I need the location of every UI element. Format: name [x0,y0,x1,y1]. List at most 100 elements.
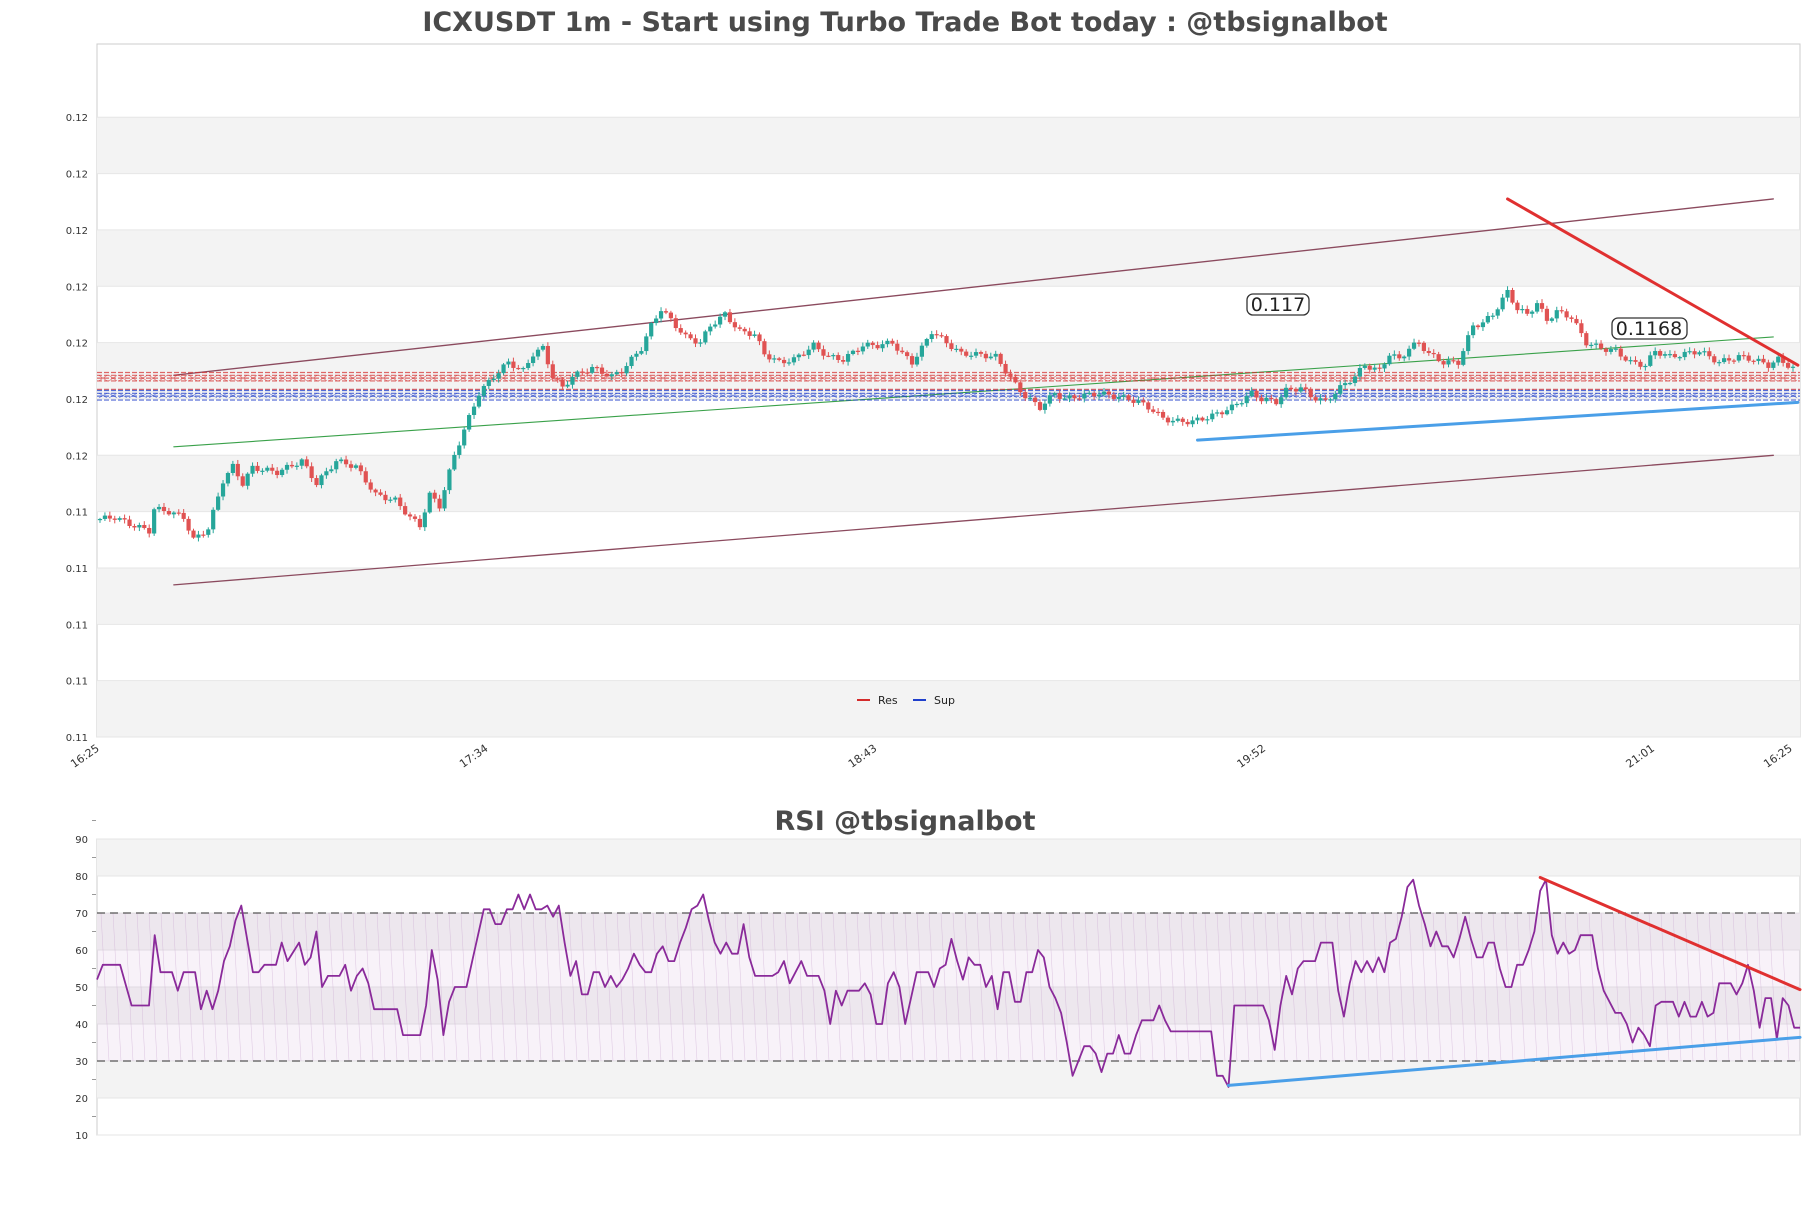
resistance-zone-hatch [1468,375,1478,382]
rsi-zone-hatch [1312,912,1322,1062]
candle-body [639,351,644,354]
candle-body [279,469,285,476]
resistance-zone-hatch [938,375,948,382]
candle-body [1229,404,1235,411]
rsi-zone-hatch [724,912,734,1062]
rsi-band [97,987,1800,1024]
resistance-zone-hatch [1188,375,1198,382]
resistance-zone-hatch [648,375,658,382]
resistance-zone-hatch [1278,375,1288,382]
rsi-zone-hatch [604,912,614,1062]
resistance-zone-hatch [1698,375,1708,382]
candle-body [521,367,526,370]
support-zone-hatch [648,393,658,399]
rsi-zone-hatch [292,912,302,1062]
candle-body [250,465,255,474]
resistance-zone-hatch [988,375,998,382]
resistance-zone-hatch [1158,375,1168,382]
rsi-zone-hatch [1648,912,1658,1062]
candle-body [1480,322,1486,328]
rsi-zone-hatch [1672,912,1682,1062]
candle-body [1584,333,1589,346]
support-zone-hatch [998,393,1008,399]
support-zone-hatch [828,393,838,399]
resistance-zone-hatch [128,375,138,382]
rsi-zone-hatch [832,912,842,1062]
candle-body [343,459,349,465]
support-zone-hatch [368,393,378,399]
price-downtrend-line [1506,197,1800,367]
resistance-zone-hatch [178,375,188,382]
candle-body [1618,348,1623,357]
candle-body [393,497,398,500]
candle-body [191,530,196,538]
support-zone-hatch [418,393,428,399]
price-band [97,229,1800,287]
rsi-zone-hatch [1540,912,1550,1062]
rsi-zone-hatch [1180,912,1190,1062]
candle-body [1594,343,1599,345]
price-y-tick-label: 0.12 [66,451,88,462]
rsi-zone-hatch [628,912,638,1062]
candle-body [1298,387,1303,392]
support-zone-hatch [408,393,418,399]
candle-body [1426,351,1431,353]
rsi-zone-hatch [136,912,146,1062]
rsi-zone-hatch [1408,912,1418,1062]
resistance-zone-hatch [1028,375,1038,382]
rsi-zone-hatch [424,912,434,1062]
resistance-zone-hatch [1388,375,1398,382]
candle-body [629,356,634,367]
resistance-zone-hatch [968,375,978,382]
candle-body [486,380,491,386]
candle-body [1785,362,1791,368]
candle-body [225,472,231,484]
candle-body [560,379,565,387]
rsi-zone-hatch [1324,912,1334,1062]
candle-body [767,354,772,360]
rsi-zone-hatch [1372,912,1382,1062]
support-zone-hatch [1468,393,1478,399]
support-zone-hatch [1728,393,1738,399]
support-zone-hatch [588,393,598,399]
candle-body [452,454,457,470]
rsi-zone-hatch [280,912,290,1062]
candle-body [905,352,910,357]
candle-body [304,459,309,467]
rsi-zone-hatch [952,912,962,1062]
candle-body [1116,396,1121,399]
candle-body [1151,409,1156,412]
resistance-zone-hatch [308,375,318,382]
rsi-zone-hatch [520,912,530,1062]
candle-body [1653,351,1658,356]
candle-body [314,478,319,486]
candle-body [826,355,831,357]
support-zone-hatch [778,393,788,399]
candle-body [708,326,713,332]
candle-body [1682,351,1687,358]
rsi-zone-hatch [568,912,578,1062]
candle-body [1717,362,1722,364]
resistance-zone-hatch [1098,375,1108,382]
resistance-zone-hatch [1588,375,1598,382]
candle-body [993,353,998,357]
candle-body [417,518,422,528]
resistance-zone-hatch [528,375,538,382]
candle-body [1790,366,1796,368]
candle-body [1077,398,1082,400]
resistance-zone-hatch [1288,375,1298,382]
candle-body [1333,393,1338,400]
support-zone-hatch [108,393,118,399]
price-legend: Res Sup [857,694,955,707]
rsi-zone-hatch [784,912,794,1062]
price-band [97,117,1800,174]
support-zone-hatch [1348,393,1358,399]
support-zone-hatch [1638,393,1648,399]
support-zone-hatch [888,393,898,399]
candle-body [1530,311,1535,314]
support-zone-hatch [128,393,138,399]
candle-body [1126,395,1131,400]
candle-body [1156,411,1161,414]
support-zone-hatch [1268,393,1278,399]
resistance-zone-hatch [708,375,718,382]
